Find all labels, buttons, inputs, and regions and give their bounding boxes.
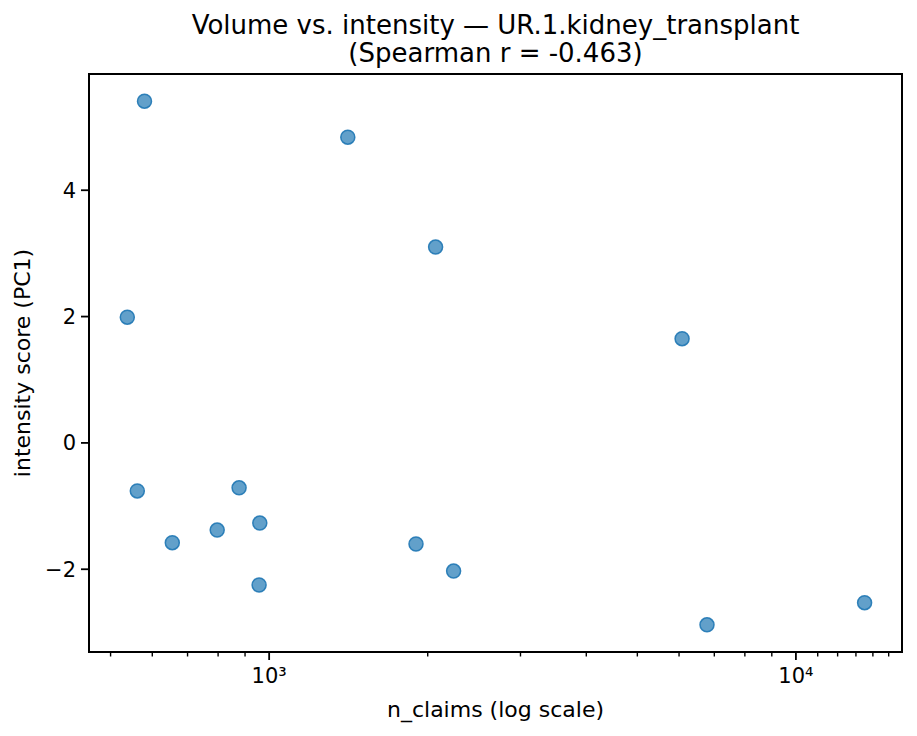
scatter-plot: Volume vs. intensity — UR.1.kidney_trans…: [0, 0, 917, 736]
y-tick-label: 4: [63, 179, 76, 203]
x-axis-ticks: 10³ 10⁴: [111, 652, 889, 688]
data-point: [700, 618, 714, 632]
data-point: [429, 240, 443, 254]
data-point: [130, 484, 144, 498]
data-point: [252, 578, 266, 592]
figure: Volume vs. intensity — UR.1.kidney_trans…: [0, 0, 917, 736]
data-points: [120, 94, 871, 632]
data-point: [341, 130, 355, 144]
x-tick-label: 10⁴: [778, 664, 813, 688]
data-point: [210, 523, 224, 537]
y-axis-ticks: −2 0 2 4: [45, 179, 89, 582]
data-point: [165, 536, 179, 550]
chart-subtitle: (Spearman r = -0.463): [348, 38, 642, 68]
chart-title: Volume vs. intensity — UR.1.kidney_trans…: [192, 10, 800, 40]
y-tick-label: −2: [45, 558, 76, 582]
data-point: [858, 596, 872, 610]
data-point: [232, 481, 246, 495]
data-point: [138, 94, 152, 108]
x-tick-label: 10³: [252, 664, 287, 688]
y-tick-label: 0: [63, 431, 76, 455]
data-point: [675, 332, 689, 346]
data-point: [447, 564, 461, 578]
x-axis-label: n_claims (log scale): [387, 697, 604, 723]
y-tick-label: 2: [63, 305, 76, 329]
y-axis-label: intensity score (PC1): [10, 249, 35, 477]
data-point: [409, 537, 423, 551]
data-point: [120, 310, 134, 324]
data-point: [253, 516, 267, 530]
axes-frame: [89, 74, 902, 652]
